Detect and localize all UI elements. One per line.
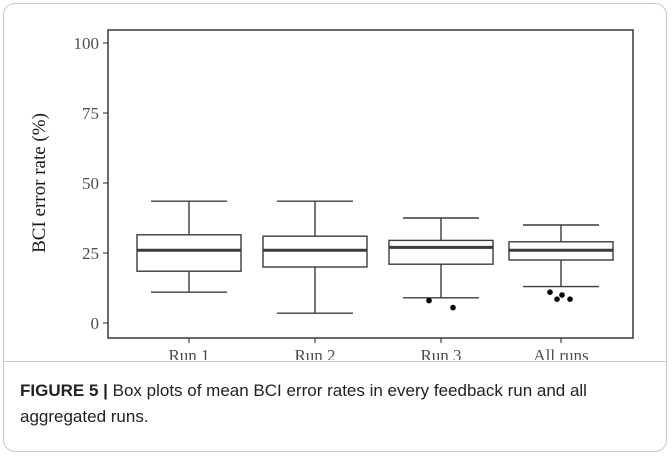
y-tick-label: 100 bbox=[74, 34, 100, 53]
figure-frame bbox=[3, 3, 667, 452]
box-group bbox=[508, 224, 614, 303]
box-group bbox=[388, 217, 494, 311]
outlier-point bbox=[450, 304, 456, 311]
caption-text: Box plots of mean BCI error rates in eve… bbox=[20, 381, 587, 426]
y-tick-label: 0 bbox=[91, 314, 100, 333]
outlier-point bbox=[547, 289, 553, 296]
figure-caption: FIGURE 5 | Box plots of mean BCI error r… bbox=[20, 378, 650, 430]
caption-label: FIGURE 5 | bbox=[20, 381, 108, 400]
outlier-point bbox=[554, 296, 560, 303]
y-tick-label: 25 bbox=[82, 244, 99, 263]
box-iqr bbox=[388, 239, 494, 265]
x-tick-label: Run 1 bbox=[168, 346, 209, 360]
outlier-point bbox=[559, 292, 565, 298]
box-iqr bbox=[136, 234, 242, 272]
y-tick-label: 75 bbox=[82, 104, 99, 123]
box-layer bbox=[136, 200, 614, 314]
axis-layer: 0 25 50 75 100 Run 1 Run 2 Run 3 All runs bbox=[74, 29, 634, 360]
box-group bbox=[136, 200, 242, 293]
box-group bbox=[262, 200, 368, 314]
caption-divider bbox=[3, 361, 667, 362]
x-tick-label: Run 3 bbox=[420, 346, 461, 360]
x-tick-label: All runs bbox=[533, 346, 588, 360]
plot-panel-border bbox=[107, 29, 634, 339]
y-axis-title: BCI error rate (%) bbox=[29, 113, 50, 253]
box-plot-chart: 0 25 50 75 100 Run 1 Run 2 Run 3 All runs BCI er… bbox=[29, 29, 634, 360]
outlier-point bbox=[426, 297, 432, 304]
x-tick-label: Run 2 bbox=[294, 346, 335, 360]
outlier-point bbox=[567, 296, 573, 303]
y-tick-label: 50 bbox=[82, 174, 99, 193]
